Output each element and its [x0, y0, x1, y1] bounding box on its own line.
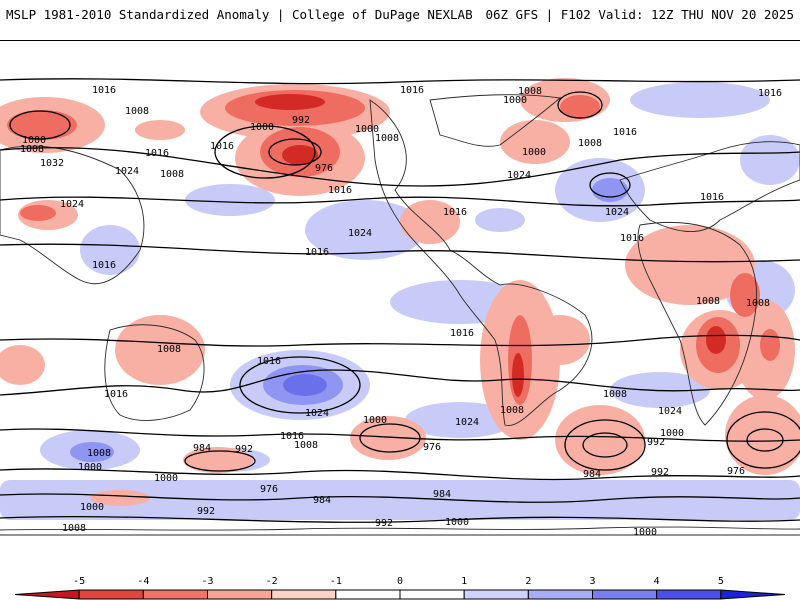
isobar-label: 1016 [104, 389, 128, 400]
isobar-label: 1024 [348, 228, 372, 239]
isobar-label: 976 [727, 466, 745, 477]
isobar-label: 984 [313, 495, 331, 506]
isobar-label: 1000 [445, 517, 469, 528]
isobar-label: 1016 [613, 127, 637, 138]
isobar-labels: 1016 1008 1000 1008 1032 1024 1008 1024 … [20, 85, 782, 538]
world-anomaly-map: 1016 1008 1000 1008 1032 1024 1008 1024 … [0, 40, 800, 585]
colorbar-swatch [720, 589, 786, 600]
isobar-label: 1008 [160, 169, 184, 180]
colorbar-swatch [14, 589, 80, 600]
isobar-label: 1000 [363, 415, 387, 426]
isobar-label: 1008 [518, 86, 542, 97]
isobar-label: 1000 [660, 428, 684, 439]
isobar-label: 1008 [375, 133, 399, 144]
isobar-label: 984 [433, 489, 451, 500]
colorbar-swatch [463, 589, 529, 600]
isobar-label: 1000 [78, 462, 102, 473]
colorbar-swatch [271, 589, 337, 600]
isobar-label: 1000 [80, 502, 104, 513]
isobar-label: 1024 [115, 166, 139, 177]
isobar-label: 992 [647, 437, 665, 448]
isobar-label: 992 [651, 467, 669, 478]
colorbar-swatch [142, 589, 208, 600]
isobar-label: 1016 [92, 85, 116, 96]
isobar-label: 1008 [696, 296, 720, 307]
isobar-label: 1000 [154, 473, 178, 484]
isobar-label: 992 [292, 115, 310, 126]
colorbar-swatch [656, 589, 722, 600]
isobar-label: 1008 [294, 440, 318, 451]
coastlines [0, 94, 800, 536]
isobar-label: 984 [583, 469, 601, 480]
isobar-label: 976 [260, 484, 278, 495]
isobar-label: 1016 [443, 207, 467, 218]
colorbar-tick-label: -4 [137, 576, 149, 587]
isobar-label: 992 [235, 444, 253, 455]
colorbar-tick-label: 0 [397, 576, 403, 587]
isobar-label: 984 [193, 443, 211, 454]
colorbar-tick-label: -1 [330, 576, 342, 587]
colorbar-tick-label: -2 [266, 576, 278, 587]
isobar-label: 1000 [503, 95, 527, 106]
isobar-label: 976 [423, 442, 441, 453]
isobar-label: 1032 [40, 158, 64, 169]
isobar-label: 1024 [60, 199, 84, 210]
colorbar-tick-label: 1 [461, 576, 467, 587]
isobar-label: 1008 [746, 298, 770, 309]
isobar-label: 992 [375, 518, 393, 529]
colorbar-swatch [335, 589, 401, 600]
isobar-label: 1000 [355, 124, 379, 135]
colorbar-tick-label: 2 [525, 576, 531, 587]
isobar-label: 1016 [92, 260, 116, 271]
isobar-label: 1000 [250, 122, 274, 133]
isobar-label: 1008 [87, 448, 111, 459]
colorbar-swatch [207, 589, 273, 600]
isobar-label: 1016 [700, 192, 724, 203]
isobar-label: 1016 [450, 328, 474, 339]
isobar-label: 1008 [157, 344, 181, 355]
isobar-label: 1008 [125, 106, 149, 117]
isobar-label: 1008 [500, 405, 524, 416]
colorbar-swatch [78, 589, 144, 600]
header-bar: MSLP 1981-2010 Standardized Anomaly | Co… [0, 0, 800, 40]
colorbar-tick-label: 3 [589, 576, 595, 587]
isobar-label: 1000 [22, 135, 46, 146]
model-valid-time: 06Z GFS | F102 Valid: 12Z THU NOV 20 202… [485, 7, 794, 22]
isobars [0, 78, 800, 523]
isobar-label: 1000 [522, 147, 546, 158]
map-title: MSLP 1981-2010 Standardized Anomaly | Co… [6, 7, 473, 22]
isobar-label: 1016 [400, 85, 424, 96]
isobar-label: 1016 [758, 88, 782, 99]
colorbar-tick-label: -5 [73, 576, 85, 587]
isobar-label: 1024 [305, 408, 329, 419]
isobar-label: 1024 [658, 406, 682, 417]
isobar-label: 976 [315, 163, 333, 174]
isobar-label: 1008 [20, 144, 44, 155]
isobar-label: 1016 [210, 141, 234, 152]
isobar-label: 1016 [257, 356, 281, 367]
isobar-label: 1016 [328, 185, 352, 196]
isobar-label: 1024 [605, 207, 629, 218]
isobar-label: 1024 [455, 417, 479, 428]
isobar-label: 1016 [280, 431, 304, 442]
isobar-label: 1000 [633, 527, 657, 538]
anomaly-colorbar: -5 -4 -3 -2 -1 0 1 2 3 4 5 [14, 576, 786, 600]
isobar-label: 1008 [62, 523, 86, 534]
colorbar-tick-label: 4 [654, 576, 660, 587]
isobar-label: 1008 [578, 138, 602, 149]
colorbar-swatch [399, 589, 465, 600]
colorbar-swatch [527, 589, 593, 600]
positive-anomaly-areas [0, 82, 800, 520]
isobar-label: 1008 [603, 389, 627, 400]
isobar-label: 1016 [145, 148, 169, 159]
colorbar-swatch [592, 589, 658, 600]
colorbar-tick-label: -3 [201, 576, 213, 587]
isobar-label: 992 [197, 506, 215, 517]
isobar-label: 1016 [620, 233, 644, 244]
colorbar-tick-label: 5 [718, 576, 724, 587]
isobar-label: 1016 [305, 247, 329, 258]
isobar-label: 1024 [507, 170, 531, 181]
